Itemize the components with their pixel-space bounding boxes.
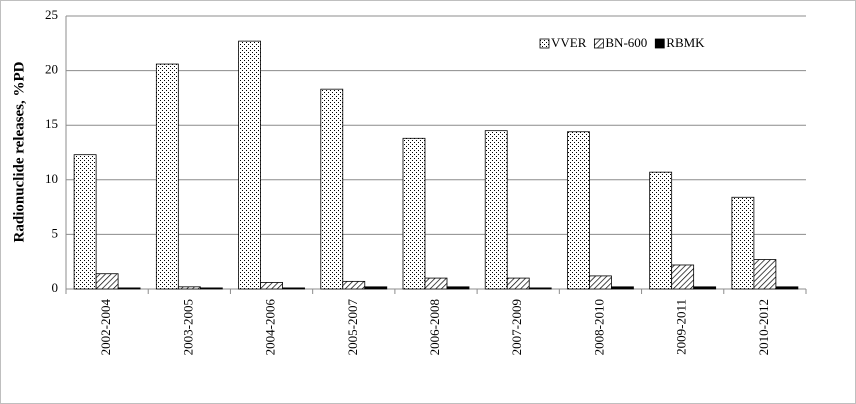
- bar: [402, 137, 426, 290]
- bar: [611, 286, 634, 290]
- bar: [775, 286, 799, 290]
- bar: [528, 287, 552, 290]
- y-tick-label: 10: [45, 171, 58, 186]
- bar: [238, 40, 261, 290]
- bar: [671, 264, 695, 290]
- bar: [731, 196, 755, 290]
- bar: [260, 282, 283, 290]
- y-tick-label: 15: [45, 116, 58, 131]
- y-tick-label: 20: [45, 62, 58, 77]
- y-axis-label: Radionuclide releases, %PD: [11, 61, 27, 242]
- x-tick-label: 2008-2010: [591, 299, 606, 355]
- bar: [753, 259, 777, 290]
- bar: [177, 286, 201, 290]
- bar: [95, 273, 119, 290]
- x-tick-label: 2010-2012: [756, 299, 771, 355]
- legend-swatch: [593, 38, 604, 49]
- bar: [282, 287, 305, 290]
- x-tick-label: 2006-2008: [427, 299, 442, 355]
- x-tick-label: 2005-2007: [345, 299, 360, 356]
- x-tick-label: 2003-2005: [180, 299, 195, 355]
- bar: [506, 277, 530, 290]
- bar: [73, 154, 97, 290]
- x-tick-label: 2009-2011: [674, 299, 689, 355]
- bar: [567, 131, 590, 290]
- legend-swatch: [539, 38, 550, 49]
- legend-label: VVER: [551, 35, 587, 50]
- bar: [484, 130, 508, 290]
- y-tick-label: 5: [52, 225, 59, 240]
- bar: [693, 286, 717, 290]
- bar: [117, 287, 141, 290]
- y-tick-label: 25: [45, 7, 58, 22]
- x-tick-label: 2004-2006: [263, 299, 278, 356]
- legend-label: BN-600: [605, 35, 647, 50]
- bar: [155, 63, 179, 290]
- bar: [424, 277, 448, 290]
- bar: [320, 88, 344, 290]
- bar: [364, 286, 388, 290]
- x-tick-label: 2007-2009: [509, 299, 524, 355]
- x-tick-label: 2002-2004: [98, 299, 113, 356]
- legend-swatch: [654, 38, 665, 49]
- legend-label: RBMK: [666, 35, 705, 50]
- bar: [446, 286, 470, 290]
- bar: [342, 280, 366, 290]
- bar: [649, 171, 673, 290]
- y-tick-label: 0: [52, 280, 59, 295]
- bar: [199, 287, 223, 290]
- bar: [589, 275, 612, 290]
